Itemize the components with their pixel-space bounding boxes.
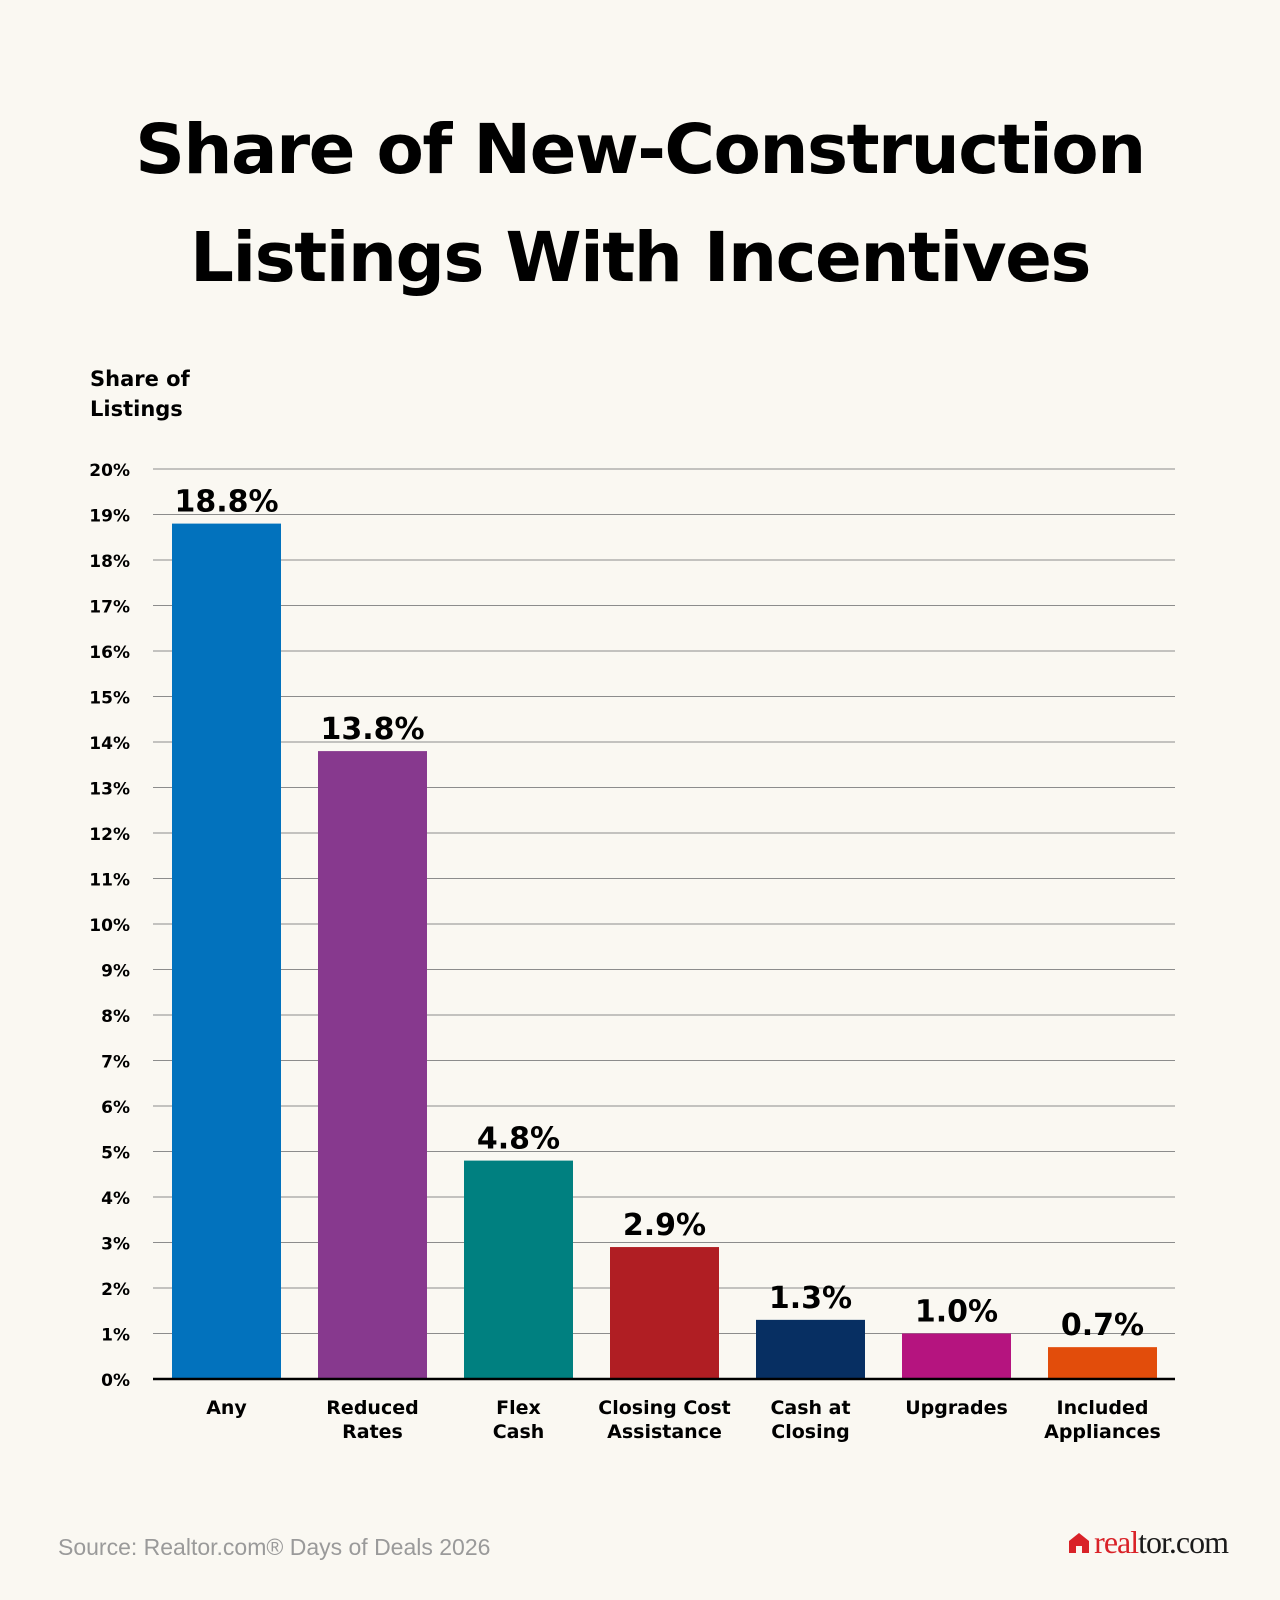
x-tick-label-4: Cash at Closing bbox=[770, 1397, 850, 1443]
source-note: Source: Realtor.com® Days of Deals 2026 bbox=[58, 1534, 491, 1560]
y-tick-labels: 0% 1% 2% 3% 4% 5% 6% 7% 8% 9% 10% 11% 12% 13% 14% 15% 16… bbox=[89, 461, 130, 1391]
value-label-4: 1.3% bbox=[769, 1281, 852, 1316]
bar-chart: 0% 1% 2% 3% 4% 5% 6% 7% 8% 9% 10% 11% 12% 13% 14% 15% 16… bbox=[89, 461, 1175, 1443]
y-tick-label: 8% bbox=[101, 1007, 130, 1027]
x-tick-label-0: Any bbox=[206, 1397, 247, 1419]
y-axis-label: Share of Listings bbox=[90, 364, 190, 424]
y-tick-label: 17% bbox=[89, 598, 130, 618]
x-tick-label-1: Reduced Rates bbox=[326, 1397, 418, 1443]
logo-text-tor: tor.com bbox=[1138, 1524, 1229, 1560]
x-tick-label-6: Included Appliances bbox=[1044, 1397, 1161, 1443]
y-tick-label: 3% bbox=[101, 1235, 130, 1255]
bars bbox=[172, 523, 1157, 1379]
x-tick-label-2: Flex Cash bbox=[493, 1397, 545, 1443]
chart-title-line-2: Listings With Incentives bbox=[190, 218, 1091, 298]
y-tick-label: 7% bbox=[101, 1053, 130, 1073]
house-icon bbox=[1069, 1532, 1090, 1553]
y-tick-label: 2% bbox=[101, 1280, 130, 1300]
y-tick-label: 19% bbox=[89, 507, 130, 527]
y-tick-label: 16% bbox=[89, 643, 130, 663]
value-label-2: 4.8% bbox=[477, 1122, 560, 1157]
chart-title: Share of New-Construction Listings With … bbox=[40, 96, 1240, 312]
bar-6 bbox=[1048, 1347, 1157, 1379]
value-label-6: 0.7% bbox=[1061, 1308, 1144, 1343]
x-tick-label-3: Closing Cost Assistance bbox=[598, 1397, 730, 1443]
y-tick-label: 20% bbox=[89, 461, 130, 481]
y-tick-label: 9% bbox=[101, 962, 130, 982]
value-label-1: 13.8% bbox=[320, 712, 424, 747]
bar-2 bbox=[464, 1160, 573, 1379]
y-tick-label: 4% bbox=[101, 1189, 130, 1209]
x-tick-labels: Any Reduced Rates Flex Cash Closing Cost Assis… bbox=[206, 1397, 1161, 1443]
bar-3 bbox=[610, 1247, 719, 1379]
x-tick-label-5: Upgrades bbox=[905, 1397, 1008, 1419]
y-tick-label: 14% bbox=[89, 734, 130, 754]
y-tick-label: 0% bbox=[101, 1371, 130, 1391]
y-tick-label: 5% bbox=[101, 1144, 130, 1164]
y-tick-label: 11% bbox=[89, 871, 130, 891]
y-tick-label: 10% bbox=[89, 916, 130, 936]
value-labels: 18.8% 13.8% 4.8% 2.9% 1.3% 1.0% 0.7% bbox=[174, 485, 1144, 1344]
y-tick-label: 6% bbox=[101, 1098, 130, 1118]
y-tick-label: 1% bbox=[101, 1326, 130, 1346]
value-label-0: 18.8% bbox=[174, 485, 278, 520]
value-label-3: 2.9% bbox=[623, 1208, 706, 1243]
y-tick-label: 18% bbox=[89, 552, 130, 572]
y-axis-label-line-2: Listings bbox=[90, 397, 183, 421]
bar-0 bbox=[172, 523, 281, 1379]
bar-4 bbox=[756, 1319, 865, 1379]
realtor-logo: real tor.com bbox=[1068, 1524, 1229, 1561]
logo-text-real: real bbox=[1094, 1524, 1139, 1560]
bar-5 bbox=[902, 1333, 1011, 1379]
y-tick-label: 12% bbox=[89, 825, 130, 845]
bar-1 bbox=[318, 751, 427, 1379]
y-axis-label-line-1: Share of bbox=[90, 367, 190, 391]
y-tick-label: 15% bbox=[89, 689, 130, 709]
value-label-5: 1.0% bbox=[915, 1295, 998, 1330]
chart-title-line-1: Share of New-Construction bbox=[135, 110, 1146, 190]
gridlines bbox=[153, 468, 1175, 1334]
y-tick-label: 13% bbox=[89, 780, 130, 800]
